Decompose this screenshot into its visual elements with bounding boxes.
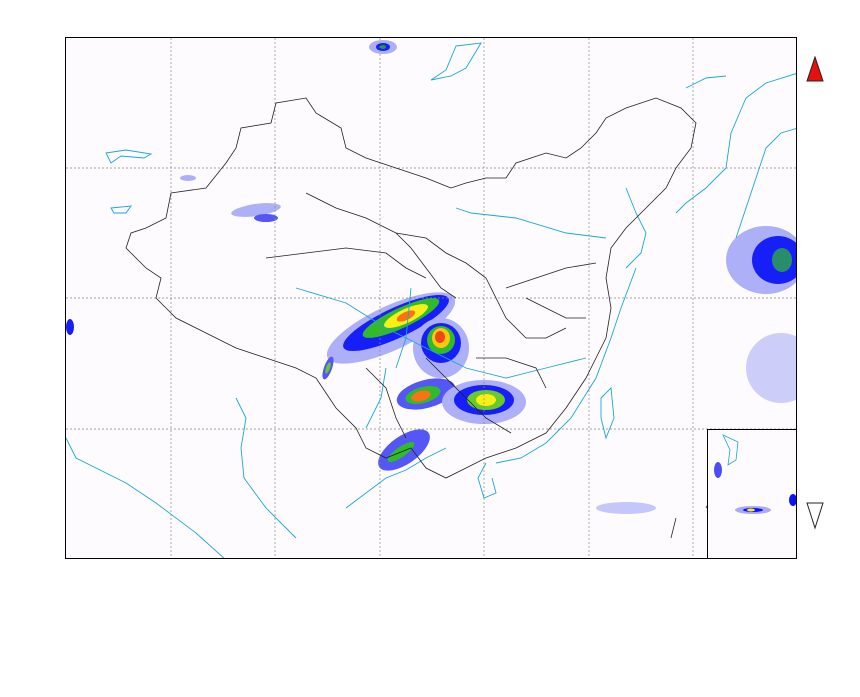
map-panel [65,37,797,559]
inset-canvas [714,434,796,514]
precip-shading [66,40,796,514]
colorbar-over-arrow [806,56,824,82]
south-china-sea-inset [707,429,796,558]
map-canvas [66,38,796,558]
colorbar-graphic [806,56,824,530]
coastlines [66,42,796,558]
init-time-block [65,592,76,697]
colorbar-under-arrow [806,502,824,530]
borders [125,97,722,539]
